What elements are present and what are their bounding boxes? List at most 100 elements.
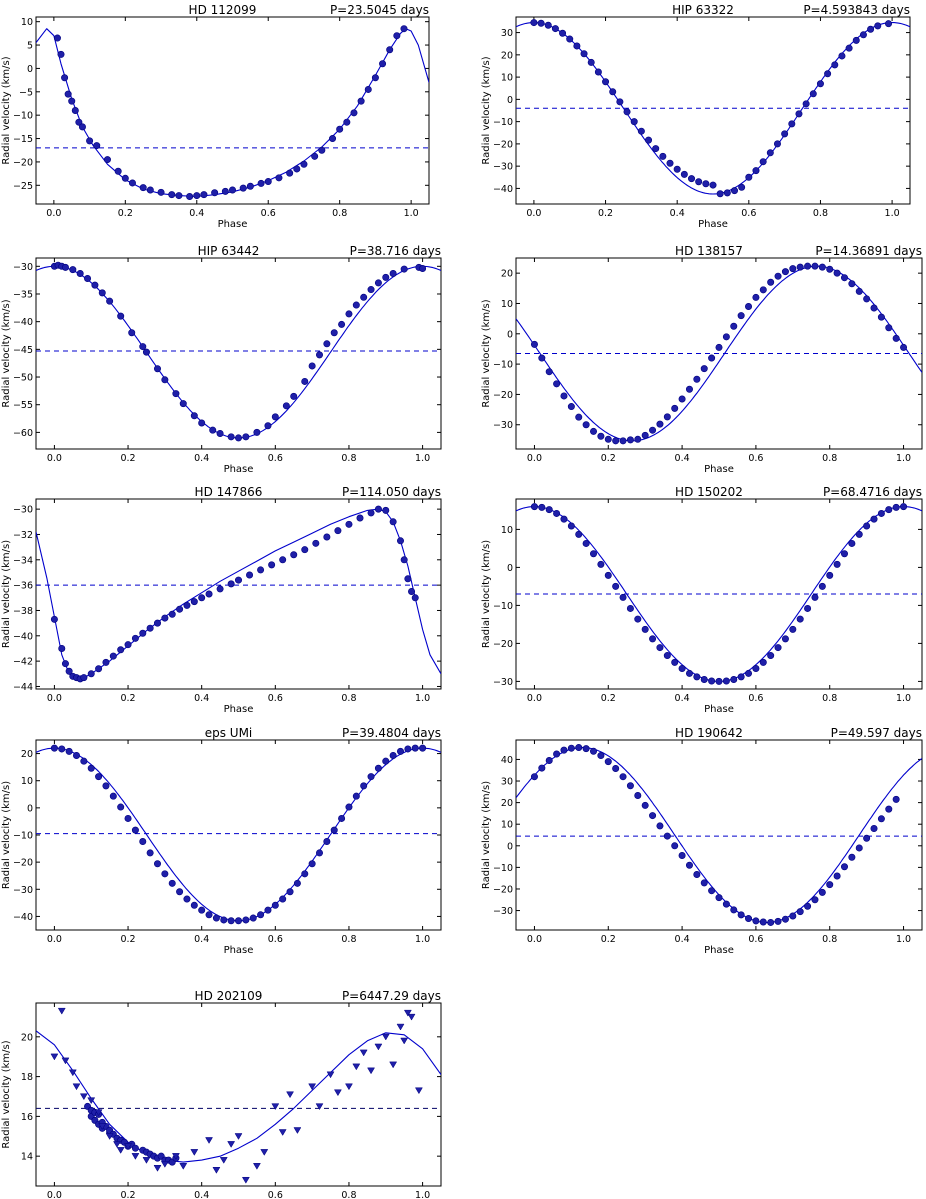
data-point (737, 911, 745, 919)
y-axis-label: Radial velocity (km/s) (481, 299, 492, 407)
y-tick-label: −20 (493, 139, 513, 150)
x-tick-label: 0.8 (822, 693, 837, 704)
data-point (885, 324, 893, 332)
data-point (737, 312, 745, 320)
data-point (693, 375, 701, 383)
data-point (752, 664, 760, 672)
data-point (774, 272, 782, 280)
x-axis-label: Phase (704, 945, 734, 956)
data-point (404, 575, 412, 583)
plot-area (36, 261, 441, 442)
chart-panel-7: eps UMi P=39.4804 days 0.0 0.2 0.4 0.6 0.8 1.0 −… (1, 726, 442, 956)
data-point (840, 863, 848, 871)
y-tick-label: −5 (19, 87, 33, 98)
y-tick-label: −20 (493, 390, 513, 401)
data-point (389, 751, 397, 759)
data-point (345, 310, 353, 318)
data-point (885, 20, 893, 28)
y-tick-label: −40 (13, 631, 33, 642)
data-point (634, 435, 642, 443)
x-tick-label: 0.4 (194, 453, 209, 464)
data-point (685, 385, 693, 393)
data-point (553, 380, 561, 388)
data-point (745, 303, 753, 311)
x-tick-label: 0.0 (47, 934, 62, 945)
data-point (580, 50, 588, 58)
data-point (626, 782, 634, 790)
data-point (553, 750, 561, 758)
data-point (530, 340, 538, 348)
x-tick-label: 0.6 (268, 934, 283, 945)
data-point (168, 879, 176, 887)
data-point (183, 895, 191, 903)
x-tick-label: 0.0 (46, 208, 61, 219)
data-point-triangle (160, 1161, 169, 1168)
chart-title: HD 112099 (189, 3, 257, 17)
data-point (154, 619, 162, 627)
data-point (360, 293, 368, 301)
data-point (688, 175, 696, 183)
data-point-triangle (367, 1067, 375, 1075)
data-point (538, 503, 546, 511)
data-point-triangle (234, 1133, 243, 1140)
data-point (833, 269, 841, 277)
data-point (154, 860, 162, 868)
data-point (64, 90, 72, 98)
y-tick-label: 20 (501, 50, 513, 61)
data-point (95, 665, 103, 673)
chart-panel-6: HD 150202 P=68.4716 days 0.0 0.2 0.4 0.6 0.8 1.… (481, 485, 923, 715)
data-point (98, 289, 106, 297)
chart-title: HD 147866 (195, 485, 263, 499)
data-point (818, 888, 826, 896)
data-point (545, 506, 553, 514)
x-tick-label: 0.8 (813, 208, 828, 219)
data-point (730, 322, 738, 330)
x-tick-label: 0.2 (601, 453, 616, 464)
y-tick-label: 14 (21, 1152, 33, 1163)
y-tick-label: −20 (493, 884, 513, 895)
y-tick-label: 30 (501, 777, 513, 788)
data-point (87, 764, 95, 772)
y-tick-label: 10 (501, 299, 513, 310)
plot-area (516, 503, 922, 685)
data-point-triangle (286, 1091, 294, 1099)
y-tick-label: −40 (13, 912, 33, 923)
data-point (693, 673, 701, 681)
data-point-triangle (131, 1153, 140, 1160)
data-point (838, 52, 846, 60)
data-point (80, 674, 88, 682)
data-point (604, 571, 612, 579)
data-point (560, 746, 568, 754)
data-point (826, 571, 834, 579)
data-point (168, 610, 176, 618)
x-tick-label: 0.2 (120, 693, 135, 704)
y-tick-label: −10 (493, 601, 513, 612)
data-point (545, 368, 553, 376)
data-point (573, 42, 581, 50)
period-label: P=4.593843 days (803, 3, 910, 17)
x-tick-label: 0.2 (120, 453, 135, 464)
chart-title: HIP 63322 (672, 3, 734, 17)
data-point (293, 879, 301, 887)
x-tick-label: 0.2 (118, 208, 133, 219)
data-point (68, 97, 76, 105)
data-point (788, 120, 796, 128)
x-tick-label: 0.8 (341, 934, 356, 945)
data-point (833, 872, 841, 880)
data-point-triangle (142, 1157, 151, 1164)
data-point-triangle (271, 1103, 280, 1111)
data-point (645, 136, 653, 144)
data-point-triangle (374, 1043, 383, 1051)
y-axis-label: Radial velocity (km/s) (481, 56, 492, 164)
y-tick-label: −20 (13, 157, 33, 168)
x-tick-label: 0.6 (268, 1190, 283, 1199)
data-point (400, 265, 408, 273)
data-point (109, 792, 117, 800)
x-axis-label: Phase (224, 945, 254, 956)
data-point (301, 377, 309, 385)
data-point (345, 520, 353, 528)
plot-area (36, 1007, 441, 1184)
data-point (356, 514, 364, 522)
data-point (271, 901, 279, 909)
y-tick-label: −36 (13, 581, 33, 592)
